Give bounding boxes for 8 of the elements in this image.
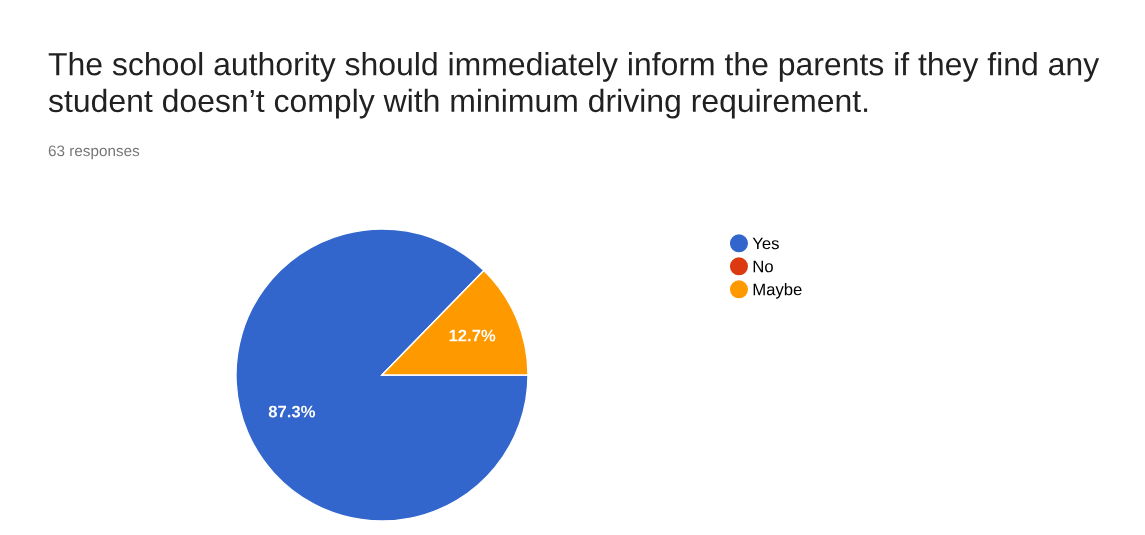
legend-label: No: [753, 260, 773, 273]
pie-slice: [235, 228, 529, 522]
legend-label: Maybe: [753, 283, 802, 299]
chart-title: The school authority should immediately inform the parents if they find any student doesn’t comply with minimum driving requirement.: [48, 52, 1100, 119]
data-label: 12.7%: [449, 329, 496, 342]
text: 63 responses: [48, 145, 140, 160]
legend-label: Yes: [752, 237, 779, 250]
data-label: 87.3%: [268, 405, 316, 418]
